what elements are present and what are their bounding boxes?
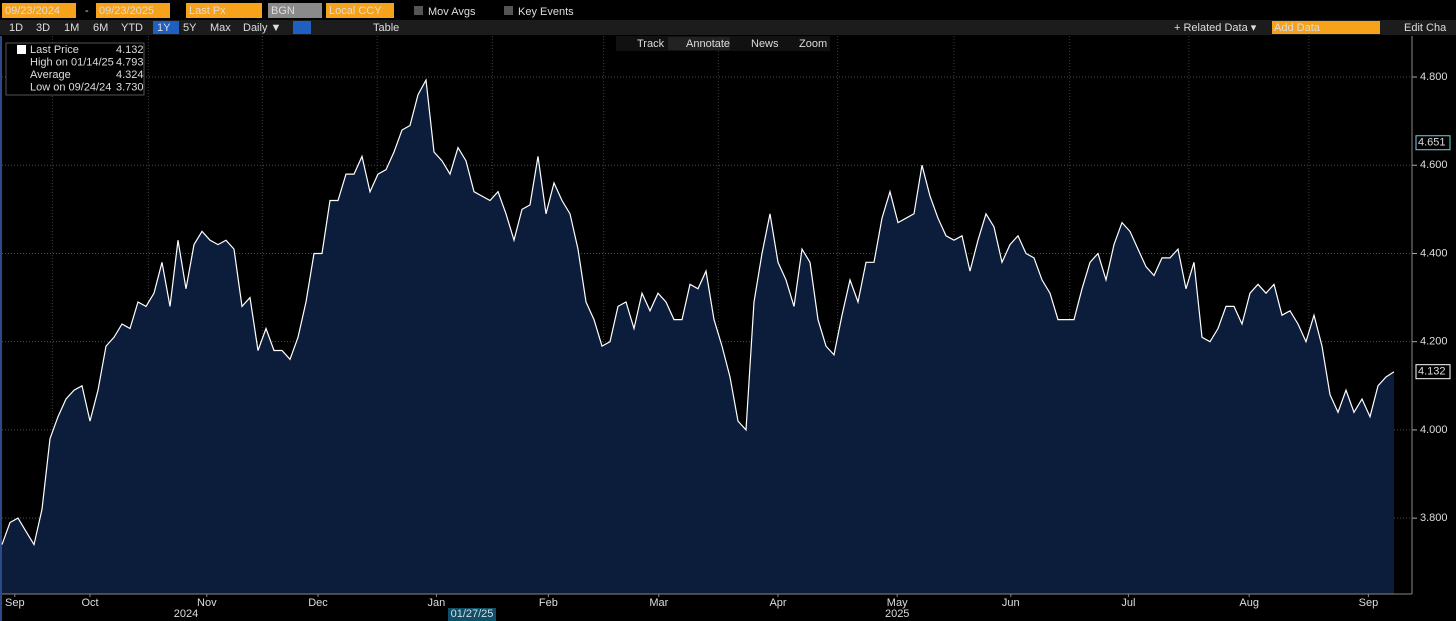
x-tick-label: Jan [428, 597, 446, 609]
price-line [1, 78, 1395, 547]
stat-label: Last Price [30, 44, 79, 56]
y-tick-label: 4.000 [1420, 424, 1448, 436]
chart-tool[interactable]: News [751, 38, 779, 50]
table-button[interactable]: Table [373, 22, 399, 34]
input-text[interactable]: 09/23/2024 [5, 5, 60, 17]
y-tick-label: 3.800 [1420, 512, 1448, 524]
stat-value: 3.730 [116, 81, 144, 93]
input-field[interactable] [2, 3, 76, 18]
add-data-text[interactable]: Add Data [1274, 22, 1321, 34]
toggle-label[interactable]: Mov Avgs [428, 6, 476, 18]
x-tick-label: May [887, 597, 908, 609]
area-fill [2, 80, 1394, 595]
input-text[interactable]: BGN [271, 5, 295, 17]
y-tick-label: 4.400 [1420, 247, 1448, 259]
y-tick-label: 4.800 [1420, 71, 1448, 83]
range-button[interactable]: 1M [64, 22, 79, 34]
input-field[interactable] [268, 3, 322, 18]
x-tick-label: Oct [81, 597, 98, 609]
chart-tool[interactable]: Annotate [686, 38, 730, 50]
input-text[interactable]: Local CCY [329, 5, 382, 17]
year-label: 2024 [174, 608, 198, 620]
separator: - [85, 5, 89, 17]
input-field[interactable] [96, 3, 170, 18]
range-button[interactable]: 3D [36, 22, 50, 34]
range-button[interactable]: 5Y [183, 22, 197, 34]
toggle-label[interactable]: Key Events [518, 6, 574, 18]
add-data-field[interactable] [1272, 21, 1380, 34]
tool-active [668, 37, 730, 50]
range-button[interactable]: YTD [121, 22, 143, 34]
stat-label: Low on 09/24/24 [30, 81, 111, 93]
price-tag [1415, 135, 1451, 151]
related-data[interactable]: + Related Data ▾ [1174, 22, 1257, 34]
year-label: 2025 [885, 608, 909, 620]
range-selected [153, 21, 179, 34]
range-button[interactable]: 6M [93, 22, 108, 34]
x-tick-label: Mar [649, 597, 668, 609]
input-field[interactable] [326, 3, 394, 18]
x-tick-label: Sep [5, 597, 25, 609]
range-button[interactable]: 1D [9, 22, 23, 34]
x-tick-label: Apr [769, 597, 786, 609]
x-tick-label: Dec [308, 597, 328, 609]
toolbar-row [0, 20, 1456, 35]
x-tick-label: Sep [1359, 597, 1379, 609]
x-tick-label: Feb [539, 597, 558, 609]
edit-chart[interactable]: Edit Cha [1404, 22, 1447, 34]
input-text[interactable]: 09/23/2025 [99, 5, 154, 17]
frequency[interactable]: Daily ▼ [243, 22, 281, 34]
price-tag [1415, 364, 1451, 380]
price-tag-label: 4.651 [1418, 137, 1446, 149]
cursor-date-box [448, 608, 496, 621]
chart-tool[interactable]: Zoom [799, 38, 827, 50]
x-tick-label: Nov [197, 597, 217, 609]
y-tick-label: 4.600 [1420, 159, 1448, 171]
stat-value: 4.324 [116, 69, 144, 81]
stat-value: 4.793 [116, 56, 144, 68]
chart-tool[interactable]: Track [637, 38, 665, 50]
x-tick-label: Aug [1239, 597, 1259, 609]
chart-type-icon[interactable] [293, 21, 311, 34]
price-tag-label: 4.132 [1418, 366, 1446, 378]
x-tick-label: Jun [1002, 597, 1020, 609]
checkbox[interactable] [414, 6, 423, 15]
stats-box [5, 42, 145, 96]
range-button[interactable]: 1Y [157, 22, 171, 34]
input-field[interactable] [186, 3, 262, 18]
y-tick-label: 4.200 [1420, 336, 1448, 348]
input-text[interactable]: Last Px [189, 5, 226, 17]
cursor-date: 01/27/25 [451, 608, 494, 620]
stat-value: 4.132 [116, 44, 144, 56]
stat-label: Average [30, 69, 71, 81]
range-button[interactable]: Max [210, 22, 231, 34]
checkbox[interactable] [504, 6, 513, 15]
stat-label: High on 01/14/25 [30, 56, 114, 68]
x-tick-label: Jul [1121, 597, 1135, 609]
series-swatch [17, 45, 26, 54]
